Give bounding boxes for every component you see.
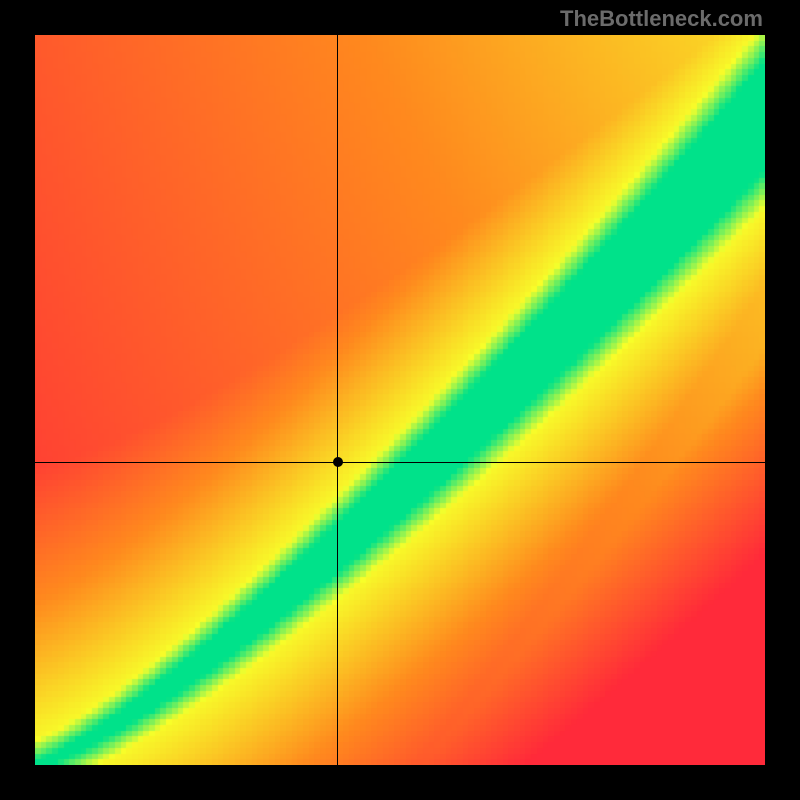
bottleneck-heatmap [35,35,765,765]
watermark-text: TheBottleneck.com [560,6,763,32]
crosshair-vertical [337,35,338,765]
crosshair-point [333,457,343,467]
crosshair-horizontal [35,462,765,463]
